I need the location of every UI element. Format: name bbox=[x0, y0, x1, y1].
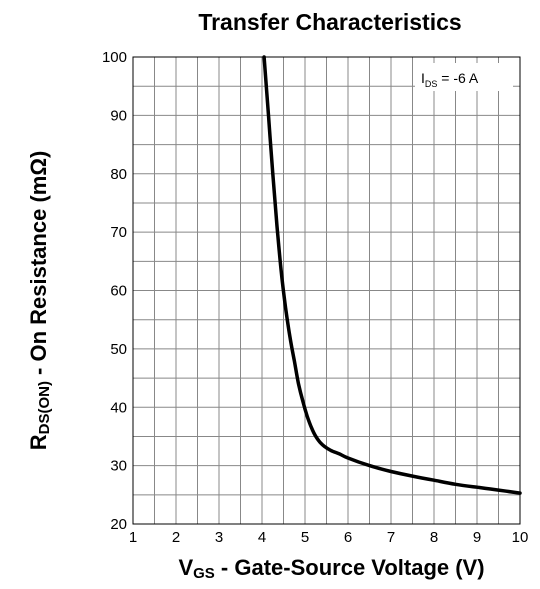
y-tick-label: 40 bbox=[110, 399, 127, 416]
annotation-sub: DS bbox=[425, 79, 438, 89]
x-tick-label: 7 bbox=[387, 529, 395, 546]
annotation-background bbox=[415, 63, 513, 91]
x-axis-label: VGS - Gate-Source Voltage (V) bbox=[178, 555, 484, 582]
x-tick-label: 9 bbox=[473, 529, 481, 546]
y-axis-label-main: R bbox=[26, 434, 51, 450]
x-tick-labels: 1 2 3 4 5 6 7 8 9 10 bbox=[129, 529, 529, 546]
x-tick-label: 8 bbox=[430, 529, 438, 546]
annotation-main: I bbox=[421, 70, 425, 86]
annotation-ids: IDS = -6 A bbox=[421, 70, 479, 89]
x-tick-label: 3 bbox=[215, 529, 223, 546]
data-series bbox=[262, 55, 522, 495]
x-tick-label: 4 bbox=[258, 529, 266, 546]
annotation-box: IDS = -6 A bbox=[415, 63, 513, 91]
annotation-rest: = -6 A bbox=[437, 70, 479, 86]
x-tick-label: 10 bbox=[512, 529, 529, 546]
plot-frame bbox=[132, 56, 521, 525]
x-axis-label-rest: - Gate-Source Voltage (V) bbox=[215, 555, 485, 580]
x-tick-label: 1 bbox=[129, 529, 137, 546]
y-tick-label: 80 bbox=[110, 166, 127, 183]
x-axis-label-main: V bbox=[178, 555, 193, 580]
x-axis-label-sub: GS bbox=[193, 565, 215, 582]
y-tick-labels: 20 30 40 50 60 70 80 90 100 bbox=[102, 49, 127, 533]
y-axis-label: RDS(ON) - On Resistance (mΩ) bbox=[26, 151, 53, 451]
y-tick-label: 30 bbox=[110, 458, 127, 475]
grid-lines bbox=[132, 56, 521, 525]
x-tick-label: 5 bbox=[301, 529, 309, 546]
y-tick-label: 60 bbox=[110, 283, 127, 300]
chart-title: Transfer Characteristics bbox=[198, 9, 461, 35]
y-tick-label: 100 bbox=[102, 49, 127, 66]
x-tick-label: 2 bbox=[172, 529, 180, 546]
y-axis-label-rest: - On Resistance (mΩ) bbox=[26, 151, 51, 381]
y-tick-label: 20 bbox=[110, 516, 127, 533]
y-tick-label: 70 bbox=[110, 224, 127, 241]
y-tick-label: 90 bbox=[110, 107, 127, 124]
y-tick-label: 50 bbox=[110, 341, 127, 358]
y-axis-label-sub: DS(ON) bbox=[36, 381, 53, 434]
series-line bbox=[262, 55, 522, 495]
x-tick-label: 6 bbox=[344, 529, 352, 546]
